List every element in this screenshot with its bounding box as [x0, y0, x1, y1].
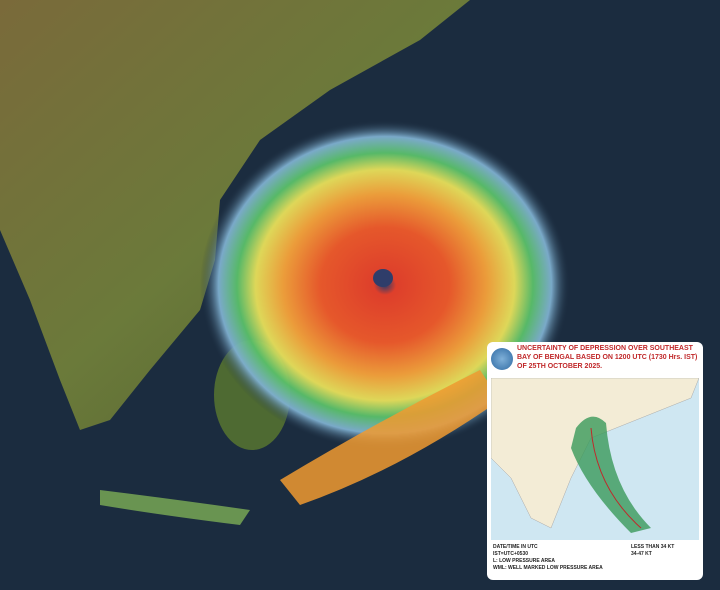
- uncertainty-cone: [571, 416, 651, 533]
- forecast-inset-map: UNCERTAINTY OF DEPRESSION OVER SOUTHEAST…: [487, 342, 703, 580]
- track-line: [590, 427, 642, 529]
- legend-text: LESS THAN 34 KT: [631, 544, 675, 550]
- inset-title: UNCERTAINTY OF DEPRESSION OVER SOUTHEAST…: [517, 345, 698, 370]
- track-map: [491, 378, 699, 540]
- legend-text: L: LOW PRESSURE AREA: [493, 558, 556, 564]
- legend-text: IST=UTC+0530: [493, 551, 529, 557]
- india-landmass: [0, 0, 470, 430]
- legend-text: DATE/TIME IN UTC: [493, 544, 538, 550]
- rainband: [280, 370, 500, 505]
- legend-text: WML: WELL MARKED LOW PRESSURE AREA: [493, 565, 603, 571]
- cyclone-eye: [373, 269, 393, 287]
- inset-india: [491, 378, 699, 529]
- imd-logo: [491, 348, 513, 370]
- legend-text: 34-47 KT: [631, 551, 652, 557]
- legend: DATE/TIME IN UTC IST=UTC+0530 L: LOW PRE…: [491, 542, 699, 578]
